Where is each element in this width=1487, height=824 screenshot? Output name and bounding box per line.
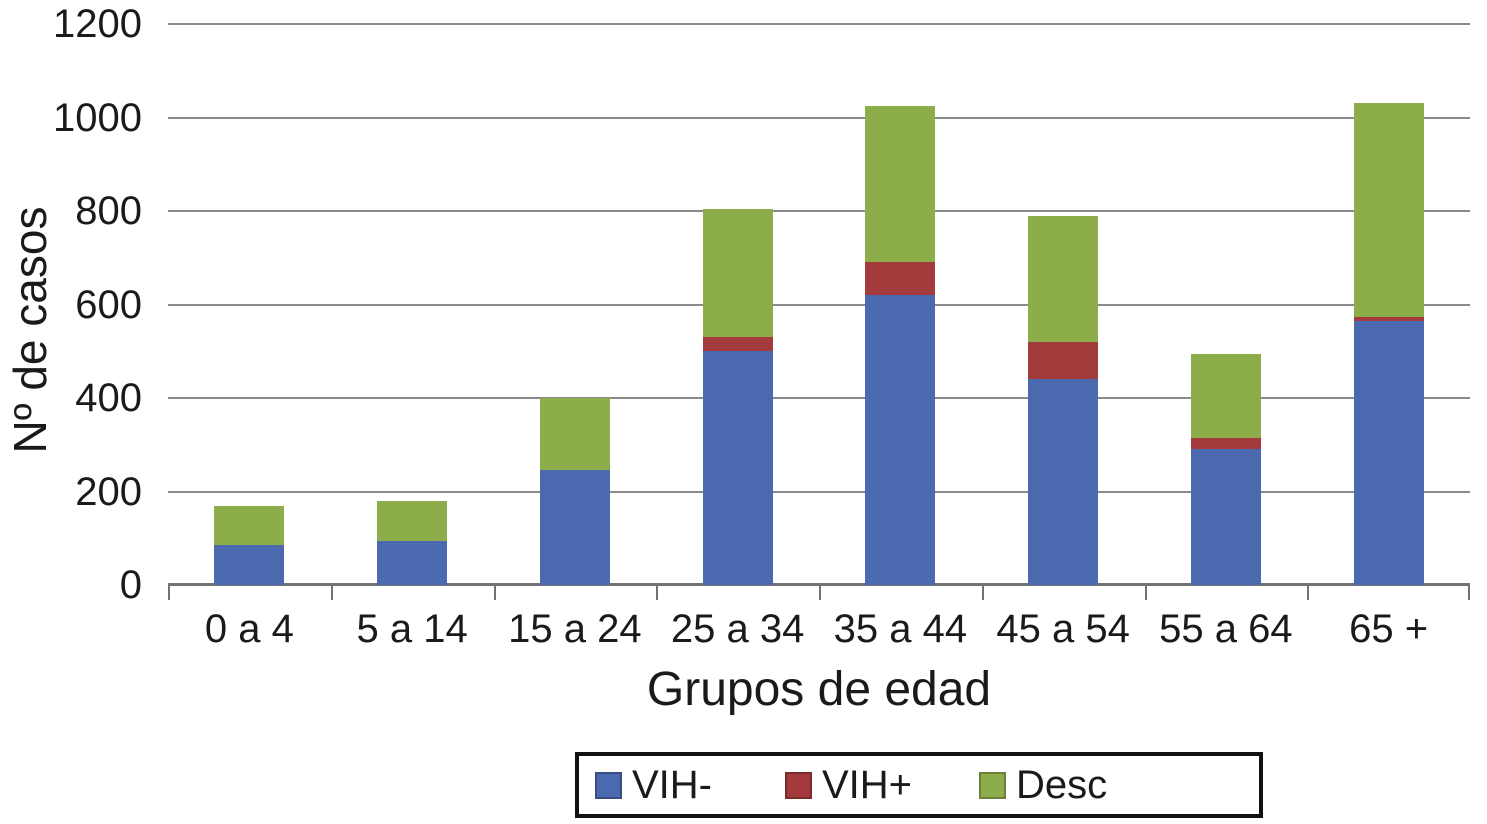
bar-segment-vih-0	[214, 545, 285, 585]
y-tick-label-200: 200	[75, 469, 142, 514]
bar-segment-vih-3	[702, 337, 773, 352]
x-tick-label-1: 5 a 14	[356, 607, 468, 651]
y-tick-label-600: 600	[75, 282, 142, 327]
legend-swatch-icon	[595, 771, 622, 799]
x-tick-label-3: 25 a 34	[670, 607, 805, 651]
legend-item-vih: VIH+	[785, 756, 912, 814]
x-axis-tick	[1468, 585, 1470, 600]
x-axis-tick	[819, 585, 821, 600]
y-axis-tick-labels: 0 200 400 600 800 1000 1200	[0, 2, 148, 607]
x-axis-title: Grupos de edad	[646, 663, 992, 716]
bar-segment-vih-1	[377, 540, 448, 585]
legend-item-vih: VIH-	[595, 756, 712, 814]
x-axis-tick	[1307, 585, 1310, 600]
bar-segment-vih-7	[1353, 317, 1424, 321]
x-tick-label-7: 65 +	[1349, 607, 1429, 651]
legend-item-desc: Desc	[979, 756, 1107, 814]
bar-segment-vih-2	[539, 470, 610, 585]
bar-segment-vih-3	[702, 351, 773, 585]
bar-segment-desc-7	[1353, 103, 1424, 318]
gridline-400	[168, 397, 1470, 399]
bar-segment-desc-1	[377, 500, 448, 541]
bar-segment-desc-0	[214, 505, 285, 546]
bar-segment-desc-4	[865, 105, 936, 263]
legend-swatch-icon	[979, 771, 1006, 799]
bar-segment-desc-5	[1028, 215, 1099, 342]
bar-segment-vih-7	[1353, 320, 1424, 585]
gridline-1200	[168, 23, 1470, 25]
y-tick-label-400: 400	[75, 376, 142, 420]
x-axis-line	[168, 583, 1470, 586]
bar-segment-desc-3	[702, 208, 773, 338]
bar-segment-desc-2	[539, 398, 610, 471]
y-tick-label-0: 0	[119, 563, 142, 607]
legend-box: VIH- VIH+ Desc	[575, 752, 1263, 818]
bar-segment-vih-5	[1028, 341, 1099, 380]
gridline-1000	[168, 116, 1470, 119]
x-tick-label-0: 0 a 4	[204, 607, 294, 651]
x-axis-tick-labels: 0 a 4 5 a 14 15 a 24 25 a 34 35 a 44 45 a 54 5…	[168, 605, 1470, 657]
y-tick-label-1000: 1000	[53, 95, 142, 140]
legend-label: VIH-	[632, 763, 712, 807]
x-axis-tick	[981, 585, 984, 600]
legend-label: Desc	[1016, 763, 1108, 807]
x-axis-tick	[656, 585, 659, 600]
gridline-200	[168, 490, 1470, 493]
bar-segment-vih-4	[865, 262, 936, 296]
bar-segment-vih-6	[1190, 437, 1261, 450]
x-axis-tick	[330, 585, 333, 600]
x-axis-tick	[1144, 585, 1147, 600]
x-axis-tick	[493, 585, 496, 600]
bar-segment-vih-4	[865, 295, 936, 585]
gridline-600	[168, 303, 1470, 306]
legend-label: VIH+	[822, 763, 913, 807]
gridline-800	[168, 210, 1470, 212]
y-tick-label-1200: 1200	[53, 2, 142, 46]
plot-area	[168, 23, 1470, 600]
bar-segment-desc-6	[1190, 353, 1261, 438]
x-tick-label-2: 15 a 24	[508, 607, 642, 651]
x-tick-label-6: 55 a 64	[1159, 607, 1293, 651]
x-tick-label-4: 35 a 44	[833, 607, 968, 651]
bar-segment-vih-5	[1028, 379, 1099, 585]
x-tick-label-5: 45 a 54	[996, 607, 1130, 651]
bar-segment-vih-6	[1190, 449, 1261, 585]
x-axis-tick	[168, 585, 170, 600]
legend-swatch-icon	[785, 771, 812, 799]
y-tick-label-800: 800	[75, 189, 142, 233]
